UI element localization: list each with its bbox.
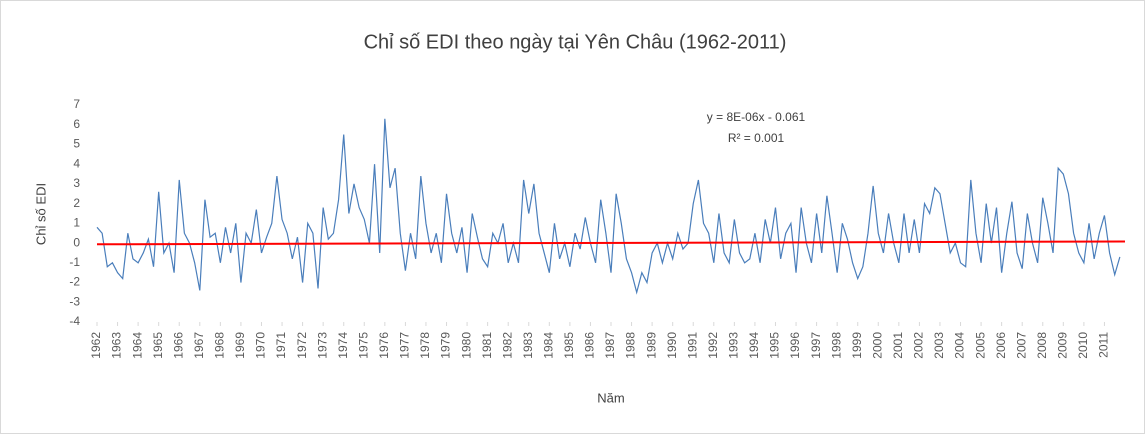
x-tick-label: 1975 [356,332,370,359]
y-tick-label: 0 [73,235,80,249]
x-tick-label: 1994 [747,332,761,359]
x-tick-label: 1990 [665,332,679,359]
x-axis-title: Năm [597,390,624,405]
y-tick-label: 1 [73,216,80,230]
x-tick-label: 2000 [870,332,884,359]
y-tick-label: -2 [69,275,80,289]
x-tick-label: 1962 [89,332,103,359]
x-tick-label: 2004 [953,332,967,359]
x-tick-label: 1982 [500,332,514,359]
x-tick-label: 1964 [130,332,144,359]
y-axis-title: Chỉ số EDI [33,183,48,245]
x-tick-label: 1989 [644,332,658,359]
x-tick-label: 2006 [994,332,1008,359]
x-tick-label: 1999 [850,332,864,359]
x-tick-label: 2009 [1055,332,1069,359]
x-tick-label: 2005 [973,332,987,359]
x-tick-label: 1972 [295,332,309,359]
x-tick-label: 1995 [768,332,782,359]
x-tick-label: 1976 [377,332,391,359]
x-tick-label: 1973 [315,332,329,359]
x-tick-label: 1979 [439,332,453,359]
y-tick-label: -3 [69,294,80,308]
x-tick-label: 1968 [213,332,227,359]
x-tick-label: 2002 [912,332,926,359]
y-tick-label: -4 [69,314,80,328]
chart-title: Chỉ số EDI theo ngày tại Yên Châu (1962-… [364,31,787,53]
x-tick-label: 2001 [891,332,905,359]
y-tick-label: 4 [73,156,80,170]
x-tick-label: 1971 [274,332,288,359]
x-tick-label: 1987 [603,332,617,359]
x-tick-label: 1969 [233,332,247,359]
y-tick-label: 2 [73,196,80,210]
x-tick-label: 1965 [151,332,165,359]
x-tick-label: 1967 [192,332,206,359]
y-tick-label: 3 [73,176,80,190]
x-tick-label: 1986 [583,332,597,359]
x-tick-label: 1991 [685,332,699,359]
x-tick-label: 1963 [110,332,124,359]
x-tick-label: 2008 [1035,332,1049,359]
series-line [96,118,1121,295]
x-tick-label: 1998 [829,332,843,359]
y-tick-label: 5 [73,137,80,151]
x-tick-label: 2011 [1097,332,1111,358]
y-tick-label: -1 [69,255,80,269]
y-tick-label: 7 [73,97,80,111]
x-tick-label: 1974 [336,332,350,359]
x-tick-label: 1980 [459,332,473,359]
x-tick-label: 2007 [1014,332,1028,359]
y-tick-label: 6 [73,117,80,131]
trend-equation: y = 8E-06x - 0.061 [707,110,806,124]
x-tick-label: 1970 [254,332,268,359]
x-tick-label: 1992 [706,332,720,359]
x-tick-label: 2003 [932,332,946,359]
x-tick-label: 1977 [398,332,412,359]
x-tick-label: 1988 [624,332,638,359]
x-tick-label: 1996 [788,332,802,359]
x-tick-label: 1966 [171,332,185,359]
x-tick-label: 1984 [541,332,555,359]
x-tick-label: 1981 [480,332,494,359]
r-squared: R² = 0.001 [728,131,785,145]
trend-line [96,240,1126,246]
x-tick-label: 1997 [809,332,823,359]
x-tick-label: 1983 [521,332,535,359]
x-tick-label: 1993 [727,332,741,359]
x-tick-label: 1978 [418,332,432,359]
x-tick-label: 1985 [562,332,576,359]
x-tick-label: 2010 [1076,332,1090,359]
